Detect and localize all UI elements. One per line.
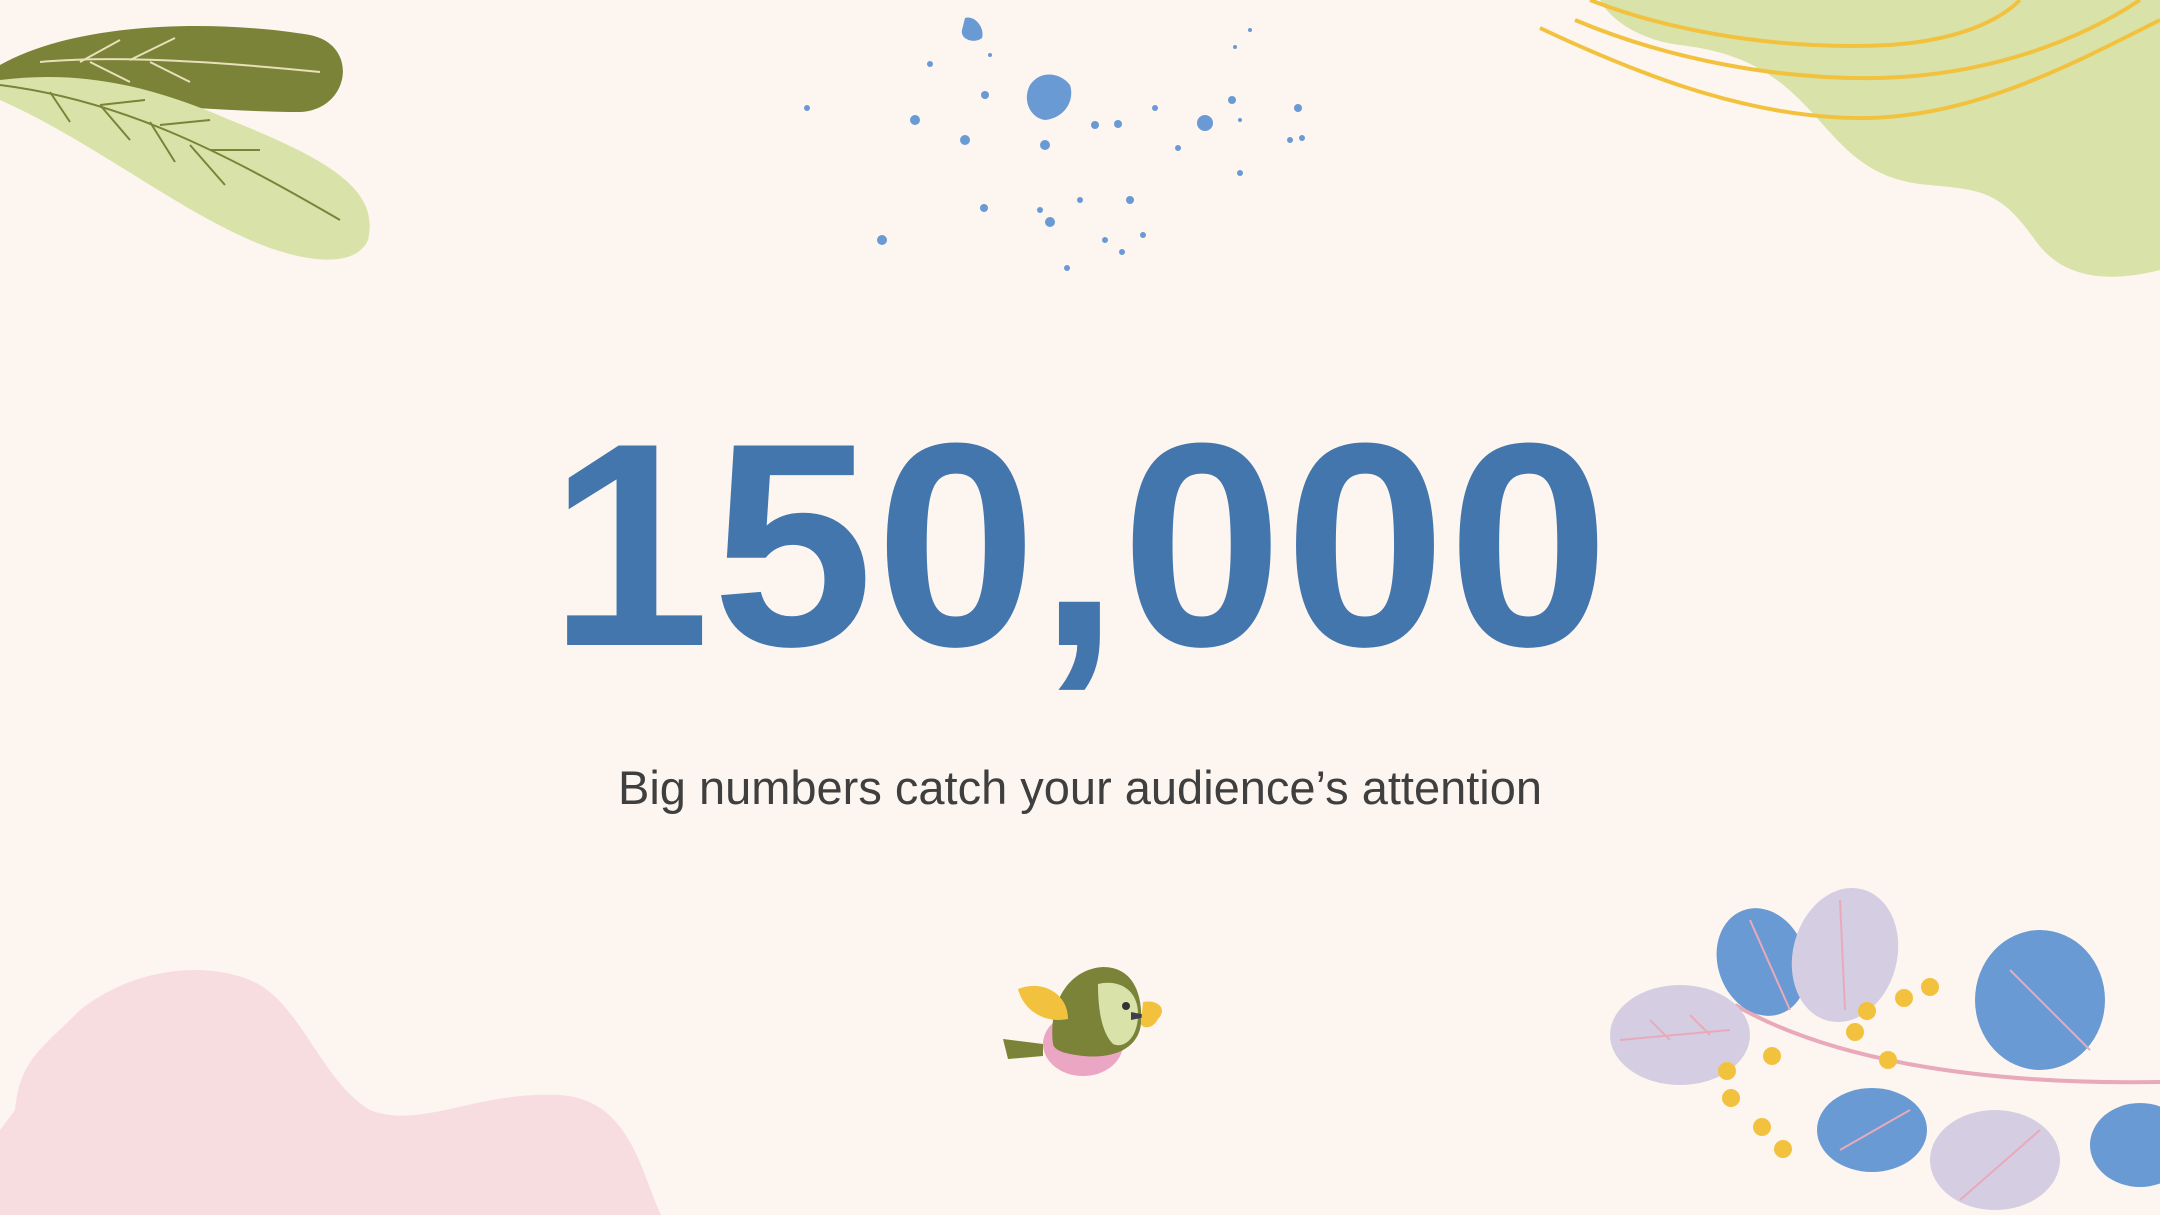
green-blob-icon [1539,0,2160,277]
bird-illustration-icon [1003,967,1163,1076]
headline-number: 150,000 [548,383,1612,707]
pink-blob-icon [0,970,661,1215]
leaf-decoration-icon [0,26,370,260]
paint-splatter-icon [804,17,1305,271]
floral-branch-icon [1610,887,2160,1210]
subtitle: Big numbers catch your audience’s attent… [617,761,1543,814]
